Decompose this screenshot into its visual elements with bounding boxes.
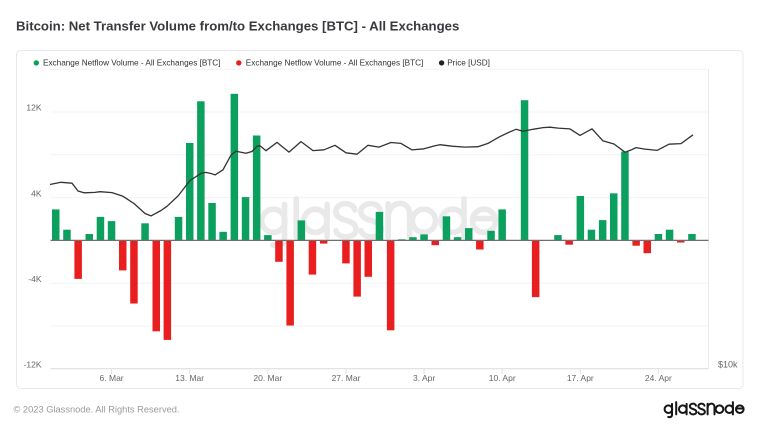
svg-text:12K: 12K bbox=[26, 103, 41, 113]
svg-text:© 2023 Glassnode. All Rights R: © 2023 Glassnode. All Rights Reserved. bbox=[14, 405, 180, 415]
svg-text:3. Apr: 3. Apr bbox=[413, 373, 435, 383]
svg-text:13. Mar: 13. Mar bbox=[175, 373, 204, 383]
svg-text:4K: 4K bbox=[31, 188, 42, 198]
svg-text:Exchange Netflow Volume - All: Exchange Netflow Volume - All Exchanges … bbox=[43, 58, 220, 67]
svg-text:24. Apr: 24. Apr bbox=[645, 373, 672, 383]
svg-text:20. Mar: 20. Mar bbox=[253, 373, 282, 383]
svg-text:17. Apr: 17. Apr bbox=[567, 373, 594, 383]
svg-text:6. Mar: 6. Mar bbox=[100, 373, 124, 383]
svg-text:10. Apr: 10. Apr bbox=[489, 373, 516, 383]
svg-text:-12K: -12K bbox=[24, 360, 42, 370]
svg-text:$10k: $10k bbox=[718, 360, 738, 370]
svg-text:-4K: -4K bbox=[28, 274, 42, 284]
svg-text:Price [USD]: Price [USD] bbox=[447, 58, 490, 67]
svg-text:27. Mar: 27. Mar bbox=[332, 373, 361, 383]
svg-text:Bitcoin: Net Transfer Volume f: Bitcoin: Net Transfer Volume from/to Exc… bbox=[16, 19, 459, 34]
svg-text:Exchange Netflow Volume - All: Exchange Netflow Volume - All Exchanges … bbox=[246, 58, 423, 67]
